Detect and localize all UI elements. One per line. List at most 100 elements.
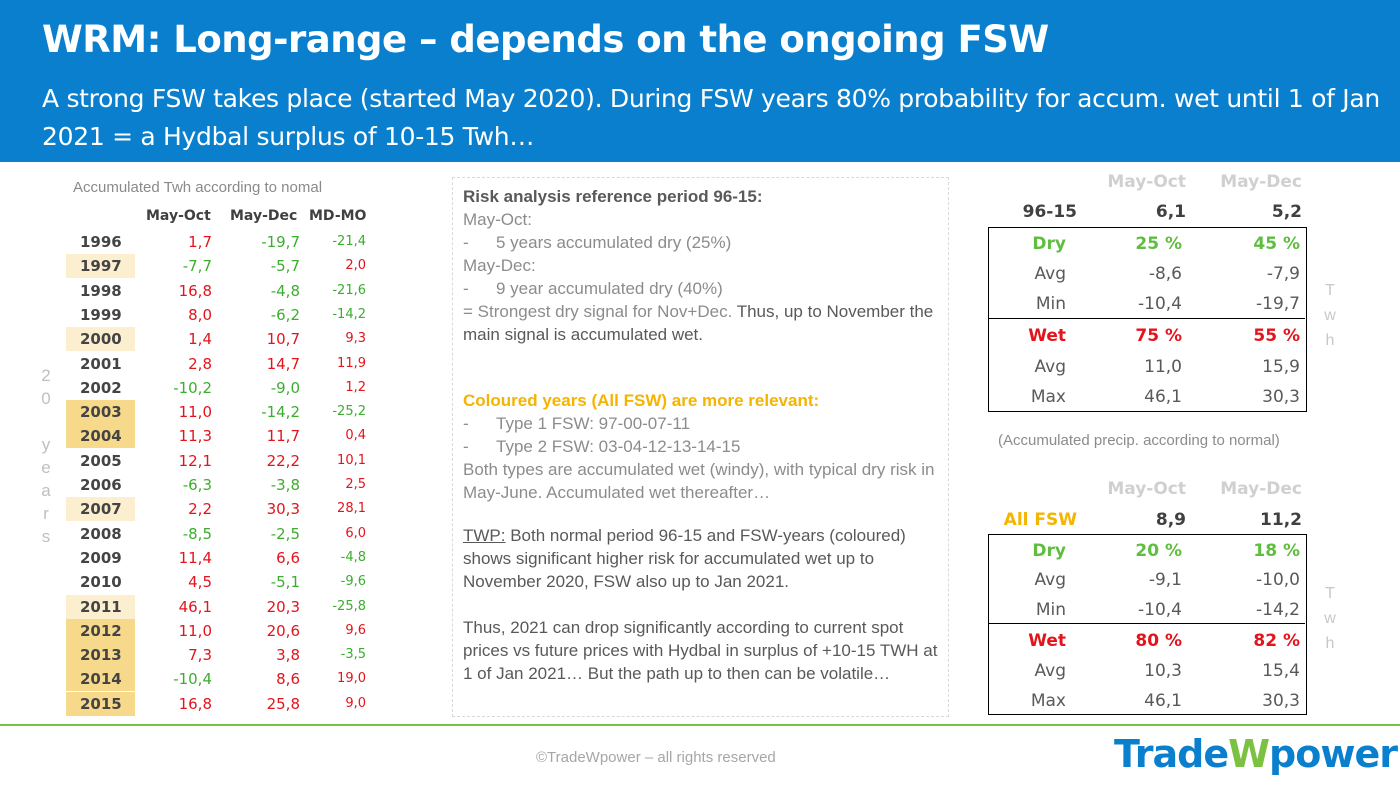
- copyright-text: ©TradeWpower – all rights reserved: [536, 749, 776, 766]
- logo-text-power: power: [1269, 732, 1398, 776]
- table-row: 1997 -7,7 -5,7 2,0: [66, 254, 376, 279]
- may-oct-cell: -10,4: [173, 670, 212, 689]
- md-mo-cell: -25,8: [332, 598, 366, 614]
- analysis-text-fsw: Coloured years (All FSW) are more releva…: [463, 389, 947, 504]
- twh-label-char: w: [1324, 307, 1336, 324]
- conclusion-text: Thus, 2021 can drop significantly accord…: [463, 618, 938, 683]
- rt-top-ref-may-oct: 6,1: [1155, 202, 1186, 222]
- page-title: WRM: Long-range – depends on the ongoing…: [42, 18, 1049, 61]
- twh-label-char: T: [1325, 585, 1335, 602]
- twh-label-char: h: [1325, 332, 1335, 349]
- stats-may-oct: 46,1: [1144, 387, 1182, 407]
- stats-may-dec: 30,3: [1262, 691, 1300, 711]
- year-cell: 2011: [66, 594, 135, 619]
- stats-label: Wet: [1028, 631, 1066, 651]
- may-oct-cell: 16,8: [178, 694, 212, 713]
- bullet-dash: -: [463, 414, 469, 433]
- md-mo-cell: -21,4: [332, 234, 366, 249]
- table-row: 2010 4,5 -5,1 -9,6: [66, 570, 376, 594]
- md-mo-cell: 28,1: [337, 501, 366, 517]
- year-cell: 2008: [80, 524, 122, 543]
- analysis-panel: [452, 177, 949, 717]
- stats-row-avg: Avg -8,6 -7,9: [989, 259, 1305, 289]
- precip-note: (Accumulated precip. according to normal…: [998, 432, 1280, 449]
- stats-may-oct: -10,4: [1138, 600, 1182, 620]
- may-dec-cell: 8,6: [276, 670, 300, 689]
- may-dec-cell: -19,7: [261, 233, 300, 251]
- table-row: 2001 2,8 14,7 11,9: [66, 352, 376, 376]
- analysis-text-top: Risk analysis reference period 96-15: Ma…: [463, 185, 947, 346]
- rt-top-header-may-oct: May-Oct: [1107, 172, 1186, 192]
- year-cell: 2001: [80, 354, 122, 373]
- may-dec-item: 9 year accumulated dry (40%): [496, 279, 723, 298]
- stats-label: Max: [1030, 387, 1066, 407]
- may-dec-cell: -5,1: [270, 573, 300, 592]
- table-row: 2003 11,0 -14,2 -25,2: [66, 400, 376, 425]
- may-dec-label: May-Dec:: [463, 256, 536, 275]
- may-oct-cell: 2,8: [188, 354, 212, 373]
- md-mo-cell: 6,0: [345, 525, 366, 541]
- page-subtitle: A strong FSW takes place (started May 20…: [42, 84, 1380, 151]
- header-banner: WRM: Long-range – depends on the ongoing…: [0, 0, 1400, 162]
- twh-label-char: T: [1325, 282, 1335, 299]
- md-mo-cell: 9,6: [345, 622, 366, 638]
- may-dec-cell: -9,0: [270, 378, 300, 397]
- table-row: 2013 7,3 3,8 -3,5: [66, 643, 376, 668]
- side-label-char: s: [41, 527, 51, 546]
- may-dec-cell: 22,2: [266, 451, 300, 470]
- stats-may-dec: -10,0: [1256, 570, 1300, 590]
- stats-may-dec: 30,3: [1262, 387, 1300, 407]
- stats-row-wet: Wet 75 % 55 %: [989, 321, 1305, 351]
- rt-bottom-ref-may-oct: 8,9: [1155, 510, 1186, 530]
- table-row: 1999 8,0 -6,2 -14,2: [66, 303, 376, 327]
- table-row: 2011 46,1 20,3 -25,8: [66, 594, 376, 619]
- table-row: 2014 -10,4 8,6 19,0: [66, 667, 376, 692]
- stats-may-oct: 46,1: [1144, 691, 1182, 711]
- year-cell: 2004: [66, 424, 135, 449]
- may-oct-cell: 11,0: [178, 621, 212, 640]
- table-row: 2000 1,4 10,7 9,3: [66, 327, 376, 352]
- table-row: 2005 12,1 22,2 10,1: [66, 449, 376, 473]
- table-row: 2015 16,8 25,8 9,0: [66, 691, 376, 716]
- stats-may-oct: 11,0: [1144, 357, 1182, 377]
- twp-label: TWP:: [463, 526, 506, 545]
- stats-may-oct: 20 %: [1135, 541, 1182, 561]
- md-mo-cell: 1,2: [345, 379, 366, 395]
- stats-may-dec: -7,9: [1266, 264, 1300, 284]
- tradewpower-logo: TradeWpower: [1114, 732, 1398, 782]
- may-oct-cell: 11,3: [178, 427, 212, 446]
- stats-row-avg: Avg 11,0 15,9: [989, 352, 1305, 382]
- stats-label: Avg: [1034, 357, 1067, 377]
- bullet-dash: -: [463, 279, 469, 298]
- table-row: 2009 11,4 6,6 -4,8: [66, 546, 376, 570]
- stats-may-oct: -10,4: [1138, 294, 1182, 314]
- may-dec-cell: 14,7: [266, 354, 300, 373]
- stats-label: Avg: [1034, 570, 1067, 590]
- may-dec-cell: -5,7: [270, 257, 300, 276]
- table-row: 2002 -10,2 -9,0 1,2: [66, 376, 376, 400]
- md-mo-cell: -25,2: [332, 404, 366, 420]
- rt-bottom-ref-may-dec: 11,2: [1260, 510, 1302, 530]
- may-oct-cell: 8,0: [188, 305, 212, 324]
- side-label-char: a: [41, 481, 51, 500]
- md-mo-cell: 19,0: [337, 671, 366, 687]
- stats-row-wet: Wet 80 % 82 %: [989, 626, 1305, 656]
- may-dec-cell: 10,7: [266, 330, 300, 349]
- rt-bottom-stats-box: Dry 20 % 18 % Avg -9,1 -10,0 Min -10,4 -14,2 Wet 8…: [988, 534, 1307, 715]
- may-dec-cell: -6,2: [270, 305, 300, 324]
- may-dec-cell: 3,8: [276, 646, 300, 665]
- main-signal: Thus, up to November the main signal is …: [463, 302, 934, 344]
- stats-may-oct: 80 %: [1135, 631, 1182, 651]
- twh-label-char: h: [1325, 635, 1335, 652]
- stats-may-dec: -14,2: [1256, 600, 1300, 620]
- rt-bottom-header-may-dec: May-Dec: [1220, 479, 1302, 499]
- rt-top-ref-may-dec: 5,2: [1271, 202, 1302, 222]
- year-cell: 2003: [66, 400, 135, 425]
- table-row: 2008 -8,5 -2,5 6,0: [66, 522, 376, 546]
- may-oct-cell: 16,8: [178, 281, 212, 300]
- strongest-signal: = Strongest dry signal for Nov+Dec.: [463, 302, 737, 321]
- stats-may-oct: -9,1: [1148, 570, 1182, 590]
- col-header-md-mo: MD-MO: [309, 208, 367, 224]
- may-oct-cell: 46,1: [178, 597, 212, 616]
- md-mo-cell: 10,1: [337, 452, 366, 468]
